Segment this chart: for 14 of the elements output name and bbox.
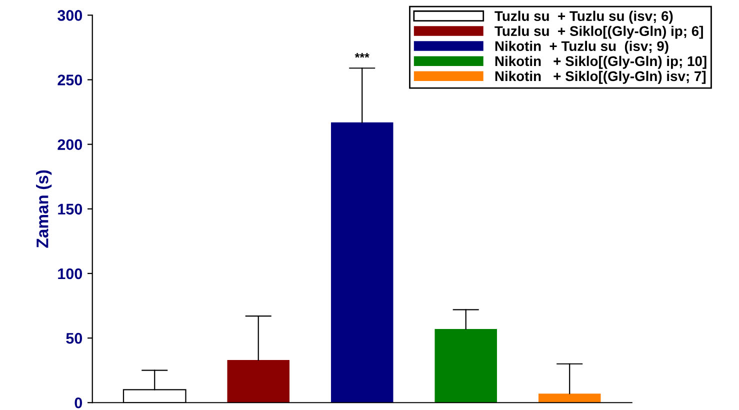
legend-label: Nikotin + Siklo[(Gly-Gln) isv; 7]: [495, 70, 706, 84]
y-tick-label: 150: [58, 204, 82, 215]
y-tick-label: 250: [58, 74, 82, 86]
y-tick-label: 300: [58, 10, 82, 21]
y-axis-title: Zaman (s): [36, 170, 52, 248]
legend-label: Nikotin + Siklo[(Gly-Gln) ip; 10]: [495, 56, 706, 69]
y-tick-label: 50: [66, 332, 82, 344]
legend-label: Nikotin + Tuzlu su (isv; 9): [495, 40, 668, 54]
y-tick-label: 0: [74, 397, 82, 408]
y-tick-label: 100: [58, 268, 82, 280]
legend-label: Tuzlu su + Siklo[(Gly-Gln) ip; 6]: [494, 26, 703, 39]
y-tick-label: 200: [58, 139, 82, 150]
annotation: ***: [354, 53, 370, 58]
legend-label: Tuzlu su + Tuzlu su (isv; 6): [494, 10, 673, 24]
